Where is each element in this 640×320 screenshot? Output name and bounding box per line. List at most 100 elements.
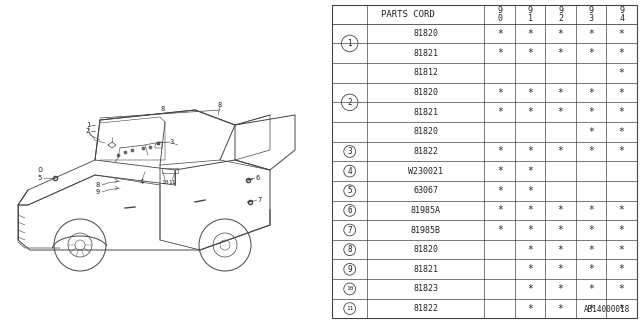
Text: 81985A: 81985A	[411, 206, 441, 215]
Text: *: *	[557, 107, 564, 117]
Text: *: *	[557, 284, 564, 294]
Text: 1: 1	[86, 122, 90, 128]
Text: *: *	[497, 225, 502, 235]
Text: 4: 4	[619, 14, 624, 23]
Text: 3: 3	[170, 139, 174, 145]
Text: 81820: 81820	[413, 245, 438, 254]
Text: *: *	[588, 304, 594, 314]
Text: W230021: W230021	[408, 167, 444, 176]
Text: *: *	[527, 166, 533, 176]
Text: *: *	[588, 88, 594, 98]
Text: 1: 1	[348, 39, 352, 48]
Text: *: *	[619, 107, 625, 117]
Text: *: *	[588, 205, 594, 215]
Text: *: *	[557, 48, 564, 58]
Text: *: *	[557, 225, 564, 235]
Text: 9: 9	[589, 6, 594, 15]
Text: *: *	[497, 107, 502, 117]
Text: 7: 7	[258, 197, 262, 203]
Text: 4: 4	[140, 179, 144, 185]
Text: *: *	[619, 88, 625, 98]
Text: *: *	[557, 264, 564, 274]
Text: *: *	[527, 264, 533, 274]
Text: *: *	[588, 28, 594, 39]
Text: 81822: 81822	[413, 304, 438, 313]
Text: *: *	[619, 304, 625, 314]
Text: 81812: 81812	[413, 68, 438, 77]
Text: 81823: 81823	[413, 284, 438, 293]
Text: 8: 8	[161, 106, 165, 112]
Text: PARTS CORD: PARTS CORD	[381, 10, 435, 19]
Text: *: *	[527, 48, 533, 58]
Text: 81985B: 81985B	[411, 226, 441, 235]
Text: *: *	[619, 284, 625, 294]
Text: *: *	[497, 205, 502, 215]
Text: *: *	[527, 205, 533, 215]
Text: 3: 3	[348, 147, 352, 156]
Text: *: *	[527, 28, 533, 39]
Text: 9: 9	[619, 6, 624, 15]
Text: 5: 5	[348, 186, 352, 195]
Text: 81821: 81821	[413, 108, 438, 117]
Text: 6: 6	[256, 175, 260, 181]
Text: *: *	[497, 48, 502, 58]
Text: 1: 1	[528, 14, 532, 23]
Text: *: *	[588, 48, 594, 58]
Text: *: *	[557, 88, 564, 98]
Text: *: *	[619, 68, 625, 78]
Text: 63067: 63067	[413, 186, 438, 195]
Text: 2: 2	[348, 98, 352, 107]
Text: 9: 9	[497, 6, 502, 15]
Text: 81821: 81821	[413, 49, 438, 58]
Text: *: *	[588, 147, 594, 156]
Text: 11: 11	[346, 306, 353, 311]
Text: 10: 10	[346, 286, 353, 292]
Text: *: *	[557, 245, 564, 255]
Text: 3: 3	[589, 14, 594, 23]
Text: *: *	[619, 205, 625, 215]
Text: *: *	[527, 284, 533, 294]
Text: 81821: 81821	[413, 265, 438, 274]
Text: 0: 0	[497, 14, 502, 23]
Text: *: *	[557, 304, 564, 314]
Text: *: *	[527, 107, 533, 117]
Text: 81820: 81820	[413, 29, 438, 38]
Text: *: *	[527, 245, 533, 255]
Text: 81820: 81820	[413, 127, 438, 136]
Text: *: *	[557, 28, 564, 39]
Text: 4: 4	[348, 167, 352, 176]
Text: *: *	[619, 147, 625, 156]
Text: 8: 8	[96, 182, 100, 188]
Text: *: *	[497, 28, 502, 39]
Text: *: *	[497, 147, 502, 156]
Text: 9: 9	[528, 6, 532, 15]
Text: *: *	[588, 107, 594, 117]
Text: 2: 2	[86, 128, 90, 134]
Text: AB14000018: AB14000018	[584, 305, 630, 314]
Text: *: *	[497, 186, 502, 196]
Text: *: *	[497, 166, 502, 176]
Text: 8: 8	[348, 245, 352, 254]
Text: *: *	[527, 225, 533, 235]
Text: o: o	[37, 165, 43, 174]
Text: 8: 8	[218, 102, 222, 108]
Text: 7: 7	[348, 226, 352, 235]
Text: *: *	[619, 225, 625, 235]
Text: 81822: 81822	[413, 147, 438, 156]
Text: *: *	[588, 225, 594, 235]
Text: *: *	[588, 264, 594, 274]
Text: *: *	[527, 88, 533, 98]
Text: *: *	[588, 127, 594, 137]
Text: *: *	[557, 147, 564, 156]
Text: 9: 9	[348, 265, 352, 274]
Text: 2: 2	[558, 14, 563, 23]
Text: *: *	[588, 284, 594, 294]
Text: *: *	[527, 147, 533, 156]
Text: *: *	[619, 245, 625, 255]
Text: 11: 11	[168, 180, 176, 185]
Text: *: *	[619, 48, 625, 58]
Text: *: *	[619, 127, 625, 137]
Text: 9: 9	[96, 189, 100, 195]
Text: 9: 9	[558, 6, 563, 15]
Text: *: *	[497, 88, 502, 98]
